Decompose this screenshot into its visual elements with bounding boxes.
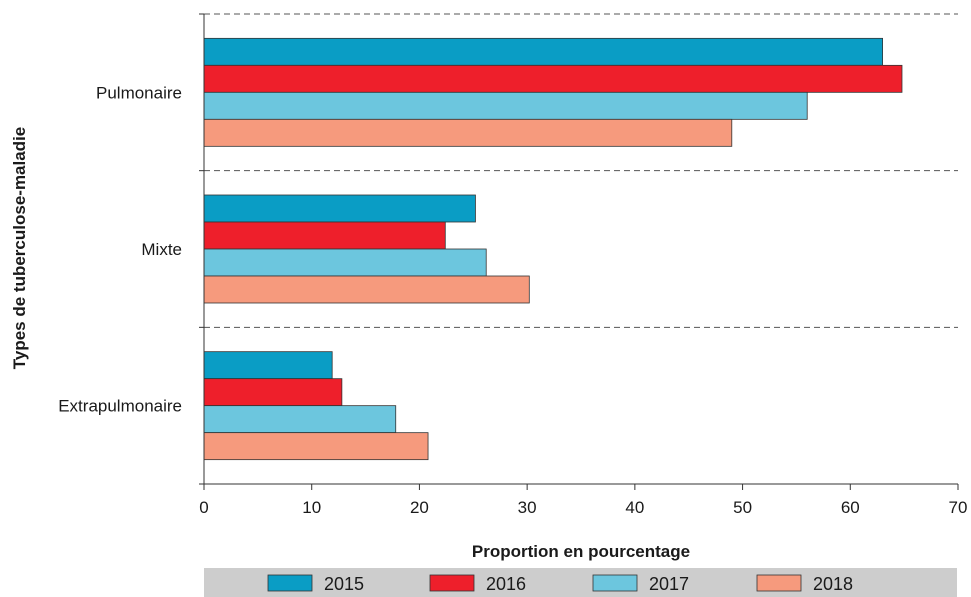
legend-background [204,568,957,597]
grid-layer [204,13,958,328]
bar-2017-mixte [203,248,487,277]
bar-2015-extrapulmonaire [203,351,333,380]
legend-swatch-2015 [267,574,313,592]
axes-layer [199,13,959,490]
legend-swatch-2018 [756,574,802,592]
bar-2016-pulmonaire [203,64,903,93]
bar-2016-extrapulmonaire [203,378,343,407]
bar-2015-mixte [203,194,476,223]
x-tick-label: 30 [518,498,537,517]
category-label: Extrapulmonaire [58,397,182,416]
category-label: Pulmonaire [96,83,182,102]
x-tick-label: 10 [302,498,321,517]
legend-label-2015: 2015 [324,574,364,594]
labels-layer: Pulmonaire Mixte Extrapulmonaire 0 10 20 30 40 5… [58,83,967,517]
legend-label-2018: 2018 [813,574,853,594]
legend: 2015 2016 2017 2018 [204,568,957,597]
bars-layer [203,37,903,461]
x-tick-label: 70 [949,498,968,517]
bar-2017-pulmonaire [203,91,808,120]
bar-2018-pulmonaire [203,118,733,147]
bar-2018-mixte [203,275,530,304]
x-tick-label: 20 [410,498,429,517]
x-tick-label: 0 [199,498,208,517]
legend-swatch-2016 [429,574,475,592]
x-tick-label: 50 [733,498,752,517]
x-tick-label: 40 [625,498,644,517]
bar-2015-pulmonaire [203,37,883,66]
bar-2016-mixte [203,221,446,250]
legend-label-2016: 2016 [486,574,526,594]
category-label: Mixte [141,240,182,259]
bar-2018-extrapulmonaire [203,432,429,461]
legend-label-2017: 2017 [649,574,689,594]
y-axis-title: Types de tuberculose-maladie [10,127,29,369]
x-tick-label: 60 [841,498,860,517]
legend-swatch-2017 [592,574,638,592]
bar-2017-extrapulmonaire [203,405,397,434]
x-axis-title: Proportion en pourcentage [472,542,690,561]
